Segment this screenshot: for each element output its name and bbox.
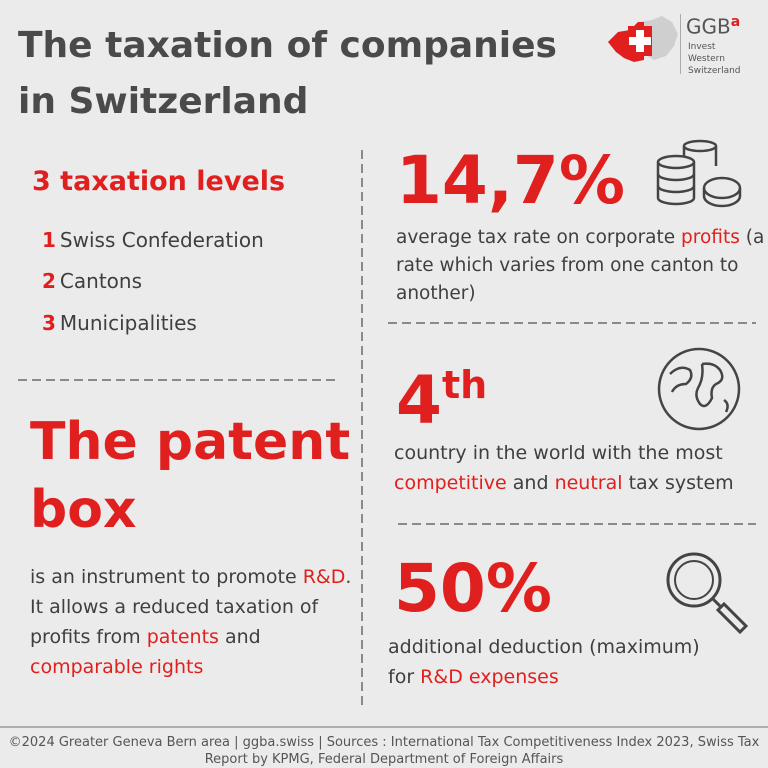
tagline-line: Switzerland: [688, 66, 741, 76]
description-text: and: [506, 472, 555, 494]
description-text: tax system: [622, 472, 734, 494]
tagline-line: Western: [688, 54, 725, 64]
logo-tagline: Invest Western Switzerland: [688, 41, 741, 77]
description-text: average tax rate on corporate: [396, 227, 682, 248]
description-text: additional deduction (maximum) for: [388, 636, 700, 688]
magnifier-icon: [666, 552, 749, 634]
logo-text: GGB: [686, 14, 731, 39]
stat-number: 4: [396, 362, 442, 439]
stat-description: average tax rate on corporate profits (a…: [396, 224, 768, 308]
stat-value: 4th: [396, 366, 487, 434]
tagline-line: Invest: [688, 42, 716, 52]
patent-box-description: is an instrument to promote R&D. It allo…: [30, 562, 370, 682]
stat-description: additional deduction (maximum) for R&D e…: [388, 632, 718, 692]
description-text: (a rate which varies from one canton to …: [396, 227, 765, 304]
level-number: 3: [42, 311, 56, 335]
level-item: 2 Cantons: [42, 269, 142, 293]
highlight-text: profits: [681, 227, 740, 248]
description-text: country in the world with the most: [394, 442, 723, 464]
level-item: 1 Swiss Confederation: [42, 228, 264, 252]
highlight-text: comparable rights: [30, 656, 204, 678]
level-number: 2: [42, 269, 56, 293]
level-label: Cantons: [59, 269, 142, 293]
stat-value: 50%: [394, 550, 552, 627]
logo-divider: [680, 14, 681, 74]
level-number: 1: [42, 228, 56, 252]
title: The taxation of companies in Switzerland: [18, 25, 557, 122]
logo-name: GGBa: [686, 14, 740, 39]
highlight-text: R&D: [302, 566, 346, 588]
level-item: 3 Municipalities: [42, 311, 197, 335]
highlight-text: competitive: [394, 472, 507, 494]
stat-description: country in the world with the most compe…: [394, 438, 766, 498]
highlight-text: patents: [146, 626, 219, 648]
patent-box-title: The patent box: [30, 412, 351, 540]
logo-map: [608, 16, 678, 62]
level-label: Swiss Confederation: [59, 228, 264, 252]
stat-suffix: th: [441, 363, 488, 407]
stat-value: 14,7%: [396, 142, 625, 219]
highlight-text: R&D expenses: [420, 666, 559, 688]
coins-icon: [656, 139, 742, 208]
footer: ©2024 Greater Geneva Bern area | ggba.sw…: [8, 735, 760, 767]
highlight-text: neutral: [554, 472, 623, 494]
description-text: . It allows a reduced taxation of profit…: [30, 566, 352, 648]
description-text: and: [218, 626, 261, 648]
globe-icon: [657, 347, 741, 431]
logo-superscript: a: [730, 14, 741, 30]
levels-title: 3 taxation levels: [32, 166, 286, 197]
description-text: is an instrument to promote: [30, 566, 303, 588]
level-label: Municipalities: [59, 311, 197, 335]
